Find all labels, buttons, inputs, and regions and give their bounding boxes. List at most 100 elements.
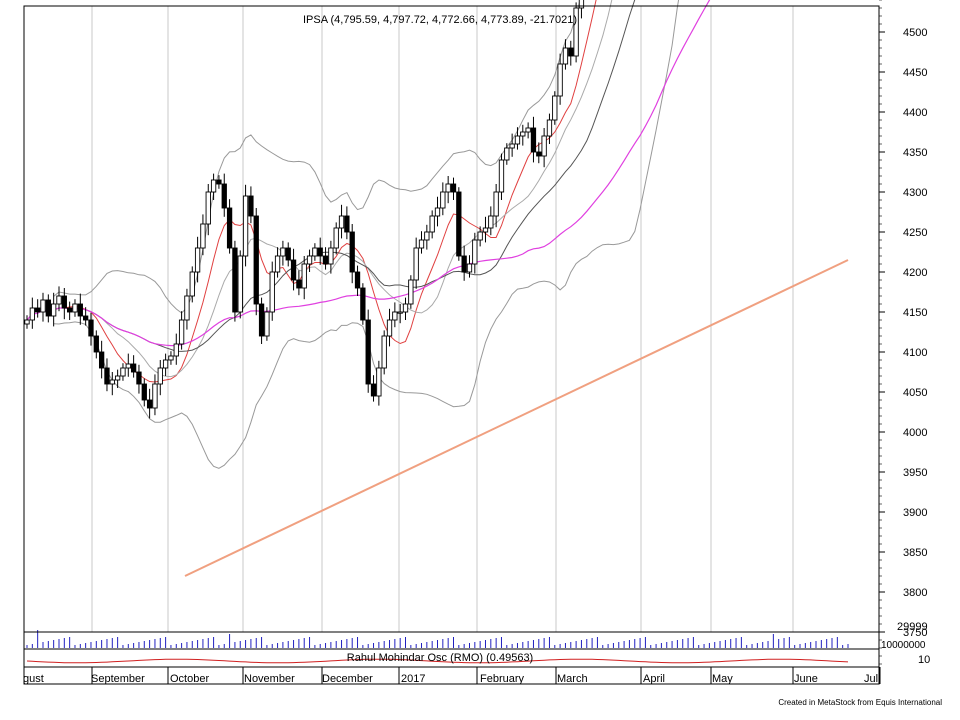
price-tick-label: 4000 bbox=[903, 427, 927, 439]
candle-body bbox=[66, 307, 73, 313]
candle-body bbox=[360, 287, 366, 321]
candle-body bbox=[109, 379, 115, 385]
indicator-label: Rahul Mohindar Osc (RMO) (0.49563) bbox=[347, 652, 533, 664]
candle-body bbox=[573, 7, 579, 57]
candle-body bbox=[402, 303, 409, 313]
candle-body bbox=[424, 231, 430, 241]
price-tick-label: 4100 bbox=[903, 347, 927, 359]
candle-body bbox=[530, 127, 537, 153]
candle-body bbox=[242, 195, 249, 257]
month-label: April bbox=[643, 673, 665, 685]
candle-body bbox=[504, 147, 510, 161]
candle-body bbox=[557, 63, 563, 97]
candle-body bbox=[301, 263, 307, 289]
candle-body bbox=[514, 135, 521, 145]
price-tick-label: 4150 bbox=[903, 307, 927, 319]
candle-body bbox=[568, 47, 574, 57]
price-axis: 3750 3800 3850 3900 3950 4000 4050 4100 4150 4200… bbox=[879, 0, 927, 665]
candle-body bbox=[72, 303, 78, 313]
candle-body bbox=[578, 0, 585, 9]
candle-body bbox=[520, 131, 526, 137]
price-tick-label: 3750 bbox=[903, 627, 927, 639]
candle-body bbox=[210, 179, 217, 193]
candle-body bbox=[130, 363, 137, 373]
candle-body bbox=[98, 351, 105, 369]
candle-body bbox=[429, 215, 435, 233]
candle-body bbox=[472, 239, 478, 265]
candle-body bbox=[178, 319, 185, 345]
candle-body bbox=[392, 311, 398, 321]
candle-body bbox=[226, 207, 233, 249]
candle-body bbox=[381, 335, 387, 369]
chart-title: IPSA (4,795.59, 4,797.72, 4,772.66, 4,77… bbox=[303, 14, 577, 26]
candle-body bbox=[456, 191, 462, 257]
candle-body bbox=[162, 359, 169, 369]
volume-bars bbox=[26, 630, 849, 648]
candle-body bbox=[536, 151, 542, 157]
price-tick-label: 4050 bbox=[903, 387, 927, 399]
candle-body bbox=[306, 255, 313, 265]
candle-body bbox=[173, 343, 179, 357]
candle-body bbox=[168, 355, 174, 361]
price-tick-label: 3900 bbox=[903, 507, 927, 519]
candle-body bbox=[552, 95, 558, 121]
candle-body bbox=[296, 279, 302, 289]
candle-body bbox=[237, 255, 243, 313]
candle-body bbox=[354, 271, 361, 289]
lower-band-line bbox=[53, 0, 680, 469]
candle-body bbox=[482, 227, 489, 233]
candle-body bbox=[232, 247, 238, 313]
candle-body bbox=[285, 247, 291, 261]
candle-body bbox=[200, 223, 206, 249]
candle-body bbox=[82, 315, 89, 321]
credit-text: Created in MetaStock from Equis Internat… bbox=[778, 698, 942, 707]
candle-body bbox=[498, 159, 505, 193]
candle-body bbox=[194, 247, 201, 273]
candle-body bbox=[450, 183, 457, 193]
candle-body bbox=[125, 363, 131, 369]
candle-body bbox=[328, 247, 334, 265]
candle-body bbox=[40, 299, 46, 313]
candle-body bbox=[290, 259, 297, 281]
candle-body bbox=[221, 183, 227, 209]
candle-body bbox=[136, 371, 142, 385]
indicator-tick: 10 bbox=[918, 654, 930, 666]
candle-body bbox=[376, 367, 382, 397]
month-label: March bbox=[557, 673, 588, 685]
candle-body bbox=[488, 215, 494, 229]
candle-body bbox=[184, 295, 190, 321]
candle-body bbox=[541, 135, 547, 157]
candle-body bbox=[418, 239, 425, 249]
candle-body bbox=[562, 47, 569, 65]
candle-body bbox=[365, 319, 371, 385]
candle-body bbox=[141, 383, 147, 401]
candle-body bbox=[408, 279, 414, 305]
candle-body bbox=[274, 255, 281, 273]
candle-body bbox=[466, 263, 473, 273]
candle-body bbox=[120, 367, 126, 377]
volume-label-lower: 10000000 bbox=[881, 640, 926, 651]
rmo-oscillator bbox=[26, 658, 849, 664]
candle-body bbox=[349, 231, 355, 273]
candle-body bbox=[88, 319, 94, 337]
candle-body bbox=[93, 335, 99, 353]
candle-body bbox=[35, 307, 41, 313]
candle-body bbox=[157, 367, 163, 385]
candle-body bbox=[189, 271, 195, 297]
candle-body bbox=[152, 383, 158, 409]
candle-body bbox=[509, 143, 515, 149]
candle-body bbox=[205, 191, 211, 225]
candle-body bbox=[445, 183, 451, 193]
candle-body bbox=[344, 215, 350, 233]
price-tick-label: 3950 bbox=[903, 467, 927, 479]
price-tick-label: 4200 bbox=[903, 267, 927, 279]
month-axis: gust September October November December 2017… bbox=[23, 667, 881, 685]
candle-body bbox=[317, 247, 323, 257]
price-tick-label: 3800 bbox=[903, 587, 927, 599]
candle-body bbox=[386, 319, 393, 337]
month-label: December bbox=[322, 673, 373, 685]
month-label: February bbox=[480, 673, 525, 685]
candle-body bbox=[333, 227, 339, 249]
